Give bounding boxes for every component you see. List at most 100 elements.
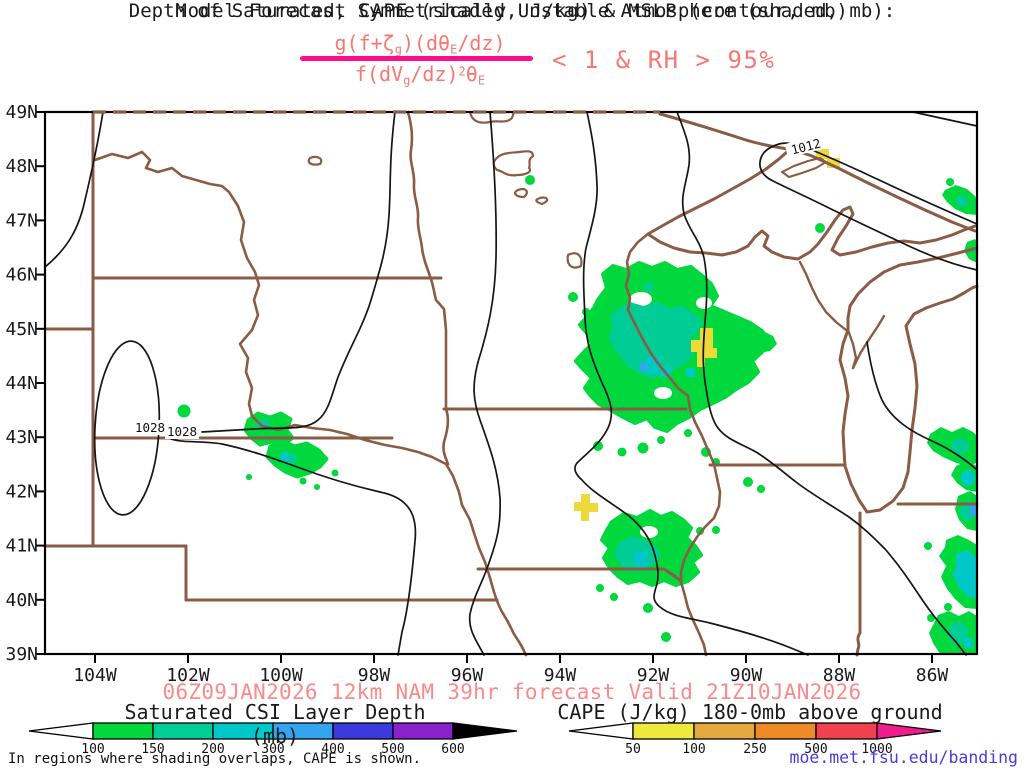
csi-shade-dot bbox=[944, 603, 952, 611]
cape-colorbar-title: CAPE (J/kg) 180-0mb above ground bbox=[557, 700, 943, 724]
lake-michigan-shore bbox=[838, 246, 979, 514]
csi-shade-dot bbox=[525, 175, 535, 185]
colorbar-segment bbox=[754, 722, 817, 740]
csi-shade-dot bbox=[684, 429, 692, 437]
csi-shade-dot bbox=[712, 526, 720, 534]
csi-shade-dot bbox=[331, 469, 339, 477]
csi-shade-dot bbox=[815, 223, 825, 233]
shading-hole bbox=[654, 387, 672, 399]
door-peninsula bbox=[851, 314, 886, 370]
lake-of-the-woods bbox=[468, 110, 516, 124]
colorbar-tick-label: 100 bbox=[682, 742, 705, 757]
csi-shade-dot bbox=[246, 474, 252, 480]
colorbar-tick-label: 300 bbox=[261, 742, 284, 757]
lat-label: 49N bbox=[5, 102, 38, 123]
mslp-contour bbox=[201, 111, 396, 433]
river-big-sioux bbox=[442, 407, 450, 466]
formula-superscript: 2 bbox=[458, 64, 466, 79]
csi-shade-dot bbox=[657, 436, 665, 444]
csi-shade-dot bbox=[593, 441, 603, 451]
colorbar-tick-label: 600 bbox=[441, 742, 464, 757]
river-red bbox=[406, 110, 448, 411]
csi-shade-dot bbox=[637, 442, 649, 454]
fraction-bar bbox=[300, 56, 533, 61]
formula-subscript: E bbox=[477, 73, 486, 88]
red-lake bbox=[492, 150, 535, 177]
credit-link[interactable]: moe.met.fsu.edu/banding bbox=[789, 748, 1018, 767]
isle-royale bbox=[781, 157, 827, 178]
lat-label: 45N bbox=[5, 319, 38, 340]
contour-label-group: 1028 1028 1012 bbox=[133, 134, 827, 439]
formula-subscript: E bbox=[450, 42, 458, 57]
cape-shade-patch bbox=[574, 494, 598, 521]
mslp-contour bbox=[912, 111, 978, 127]
csi-shading-layer bbox=[177, 175, 977, 654]
contour-label-bg bbox=[784, 134, 827, 158]
lat-label: 43N bbox=[5, 427, 38, 448]
mslp-contour bbox=[676, 111, 967, 656]
csi-shade-blob bbox=[751, 331, 777, 353]
mslp-contour bbox=[166, 436, 417, 656]
lon-label: 94W bbox=[544, 665, 577, 686]
lat-label: 40N bbox=[5, 590, 38, 611]
formula-text-part: /dz) bbox=[457, 31, 506, 55]
contour-label: 1028 bbox=[167, 424, 197, 439]
csi-shade-dot bbox=[946, 178, 954, 186]
lat-label: 44N bbox=[5, 373, 38, 394]
lon-label: 100W bbox=[259, 665, 303, 686]
csi-shade-dot bbox=[582, 308, 590, 316]
csi-shade-dot bbox=[743, 357, 751, 365]
colorbar-tick-label: 500 bbox=[381, 742, 404, 757]
colorbar-segment bbox=[815, 722, 878, 740]
formula-text-part: )(dθ bbox=[401, 31, 451, 55]
formula-numerator: g(f+ζg)(dθE/dz) bbox=[290, 31, 550, 56]
mslp-contour-1012-hairpin bbox=[759, 142, 978, 271]
state-border bbox=[855, 511, 862, 657]
lat-label: 39N bbox=[5, 644, 38, 665]
page-title: Depth of Saturated, Symmetrically Unstab… bbox=[128, 0, 896, 22]
csi-shade-cyan bbox=[686, 368, 695, 377]
axis-layer: 49N 48N 47N 46N 45N 44N 43N 42N 41N 40N 39N 104W 102… bbox=[5, 102, 948, 686]
colorbar-tick-label: 1000 bbox=[861, 742, 892, 757]
forecast-line: 06Z09JAN2026 12km NAM 39hr forecast Vali… bbox=[162, 680, 862, 704]
cape-shade-patch bbox=[827, 158, 840, 168]
csi-shade-dot bbox=[568, 292, 578, 302]
lat-label: 41N bbox=[5, 536, 38, 557]
border-lakes-wiggle bbox=[658, 112, 790, 151]
csi-shade-dot bbox=[743, 477, 753, 487]
formula-subscript: g bbox=[394, 42, 402, 57]
csi-shade-cyan bbox=[634, 551, 647, 566]
csi-shade-teal bbox=[644, 282, 654, 292]
colorbar-segment bbox=[632, 722, 695, 740]
lon-label: 86W bbox=[916, 665, 949, 686]
colorbar-tick-label: 150 bbox=[141, 742, 164, 757]
lat-label: 42N bbox=[5, 481, 38, 502]
shading-hole bbox=[640, 526, 658, 538]
formula-condition: < 1 & RH > 95% bbox=[552, 46, 776, 74]
mslp-contour-layer bbox=[44, 111, 978, 656]
mslp-contour bbox=[468, 111, 501, 656]
colorbar-tick-label: 200 bbox=[201, 742, 224, 757]
lake-superior-north-shore bbox=[646, 149, 790, 236]
colorbar-tick-label: 500 bbox=[804, 742, 827, 757]
colorbar-csi: 100 150 200 300 400 500 600 bbox=[28, 722, 518, 757]
lat-label: 46N bbox=[5, 265, 38, 286]
csi-shade-dot bbox=[177, 404, 191, 418]
contour-label: 1012 bbox=[789, 136, 822, 158]
shading-hole bbox=[630, 292, 652, 306]
csi-shade-dot bbox=[299, 477, 307, 485]
subtitle: Model Forecast CAPE (shaded, J/kg) & MSL… bbox=[175, 0, 849, 22]
contour-label: 1028 bbox=[135, 420, 165, 435]
lon-label: 90W bbox=[730, 665, 763, 686]
footnote: In regions where shading overlaps, CAPE … bbox=[8, 751, 422, 767]
csi-shade-dot bbox=[596, 584, 604, 592]
csi-shade-dot bbox=[924, 542, 932, 550]
wisconsin-michigan-border bbox=[798, 260, 848, 332]
csi-shade-cyan bbox=[953, 550, 977, 598]
csi-shade-blue bbox=[640, 363, 647, 371]
colorbar-tick-label: 100 bbox=[81, 742, 104, 757]
mslp-contour bbox=[866, 341, 978, 471]
colorbar-arrow bbox=[568, 722, 634, 740]
devils-lake bbox=[307, 155, 323, 166]
